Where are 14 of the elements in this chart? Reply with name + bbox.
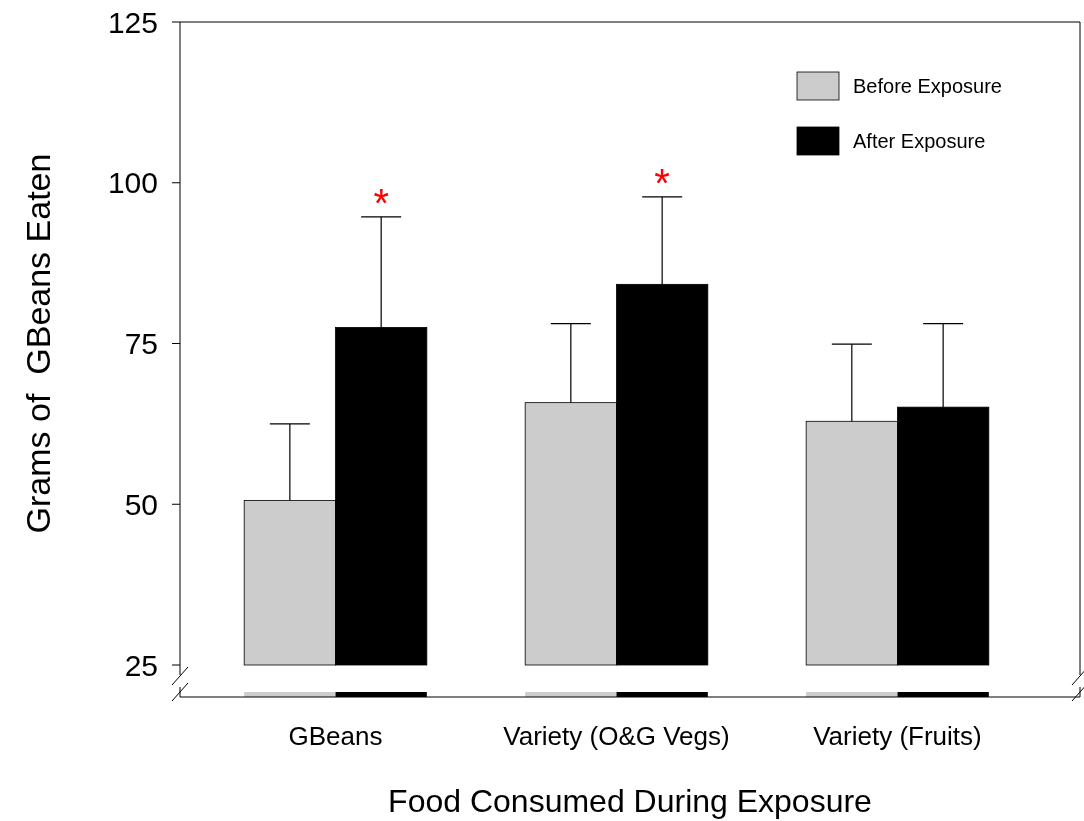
x-axis-title: Food Consumed During Exposure	[388, 783, 872, 819]
x-tick-label: Variety (Fruits)	[813, 721, 982, 751]
legend-label: Before Exposure	[853, 75, 1002, 97]
y-tick-label: 100	[107, 166, 158, 200]
y-tick-label: 75	[124, 327, 158, 360]
legend-label: After Exposure	[853, 130, 986, 152]
y-axis-title: Grams of GBeans Eaten	[19, 153, 57, 534]
y-tick-label: 125	[107, 5, 158, 39]
x-tick-label: GBeans	[288, 721, 383, 751]
annotation: *	[373, 180, 389, 225]
y-tick-label: 25	[124, 648, 158, 682]
annotation: *	[654, 160, 670, 205]
x-tick-label: Variety (O&G Vegs)	[503, 721, 730, 751]
y-tick-label: 50	[124, 487, 158, 521]
